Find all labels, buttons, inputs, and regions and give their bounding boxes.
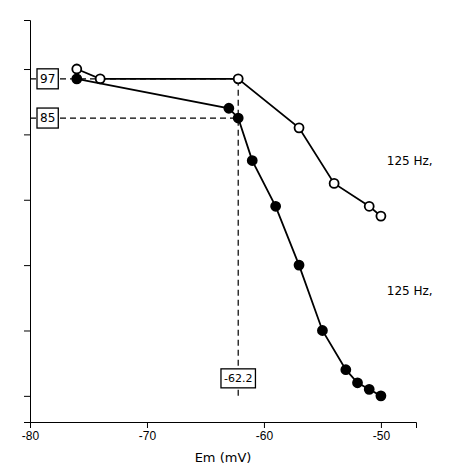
marker [318, 326, 327, 335]
marker [234, 74, 243, 83]
x-tick: -50 [373, 422, 391, 443]
x-tick-label: -80 [22, 429, 40, 443]
y-tick [24, 200, 30, 201]
y-tick-mark [24, 69, 30, 70]
annotation: 125 Hz, [387, 284, 433, 298]
x-axis-line [31, 423, 417, 429]
reference-label-box: 97 [37, 69, 58, 89]
marker [330, 179, 339, 188]
label-box [221, 369, 255, 388]
reference-label-box: 85 [37, 108, 58, 128]
label-box [37, 108, 58, 128]
reference-label-box: -62.2 [221, 369, 255, 388]
x-tick-mark [264, 422, 265, 428]
marker [72, 74, 81, 83]
reference-label: 85 [40, 111, 55, 125]
x-tick: -80 [22, 422, 40, 443]
marker [376, 391, 385, 400]
x-tick: -70 [139, 422, 157, 443]
marker [365, 385, 374, 394]
marker [353, 378, 362, 387]
x-tick: -60 [256, 422, 274, 443]
label-box [37, 69, 58, 89]
x-tick-label: -70 [139, 429, 157, 443]
marker [295, 123, 304, 132]
reference-label: -62.2 [224, 372, 252, 385]
x-tick-mark [381, 422, 382, 428]
marker [271, 202, 280, 211]
x-axis-title: Em (mV) [195, 450, 252, 465]
y-tick [24, 134, 30, 135]
y-tick [24, 69, 30, 70]
marker [341, 365, 350, 374]
y-axis [24, 21, 31, 423]
y-tick-mark [24, 265, 30, 266]
chart: -80 -70 -60 -50 97 85 -62.2 125 Hz, 125 Hz, Em (m… [0, 0, 474, 474]
x-tick-label: -60 [256, 429, 274, 443]
labels: 97 85 -62.2 125 Hz, 125 Hz, [37, 69, 433, 388]
series-line [77, 79, 381, 396]
x-tick-mark [147, 422, 148, 428]
y-axis-line [24, 21, 31, 423]
reference-line [238, 79, 239, 396]
marker [224, 104, 233, 113]
reference-label: 97 [40, 72, 55, 86]
marker [365, 202, 374, 211]
marker [295, 261, 304, 270]
y-tick-mark [24, 396, 30, 397]
reference-line [30, 117, 238, 118]
marker [72, 65, 81, 74]
y-tick [24, 330, 30, 331]
x-axis: -80 -70 -60 -50 [22, 422, 417, 443]
x-tick-label: -50 [373, 429, 391, 443]
annotation: 125 Hz, [387, 154, 433, 168]
series-line [77, 69, 381, 216]
y-tick-mark [24, 134, 30, 135]
y-tick [24, 396, 30, 397]
marker [248, 156, 257, 165]
marker [234, 114, 243, 123]
y-tick-mark [24, 200, 30, 201]
marker [376, 212, 385, 221]
plot: -80 -70 -60 -50 97 85 -62.2 125 Hz, 125 Hz, [22, 21, 433, 443]
y-tick [24, 265, 30, 266]
marks [30, 65, 385, 401]
y-tick-mark [24, 330, 30, 331]
